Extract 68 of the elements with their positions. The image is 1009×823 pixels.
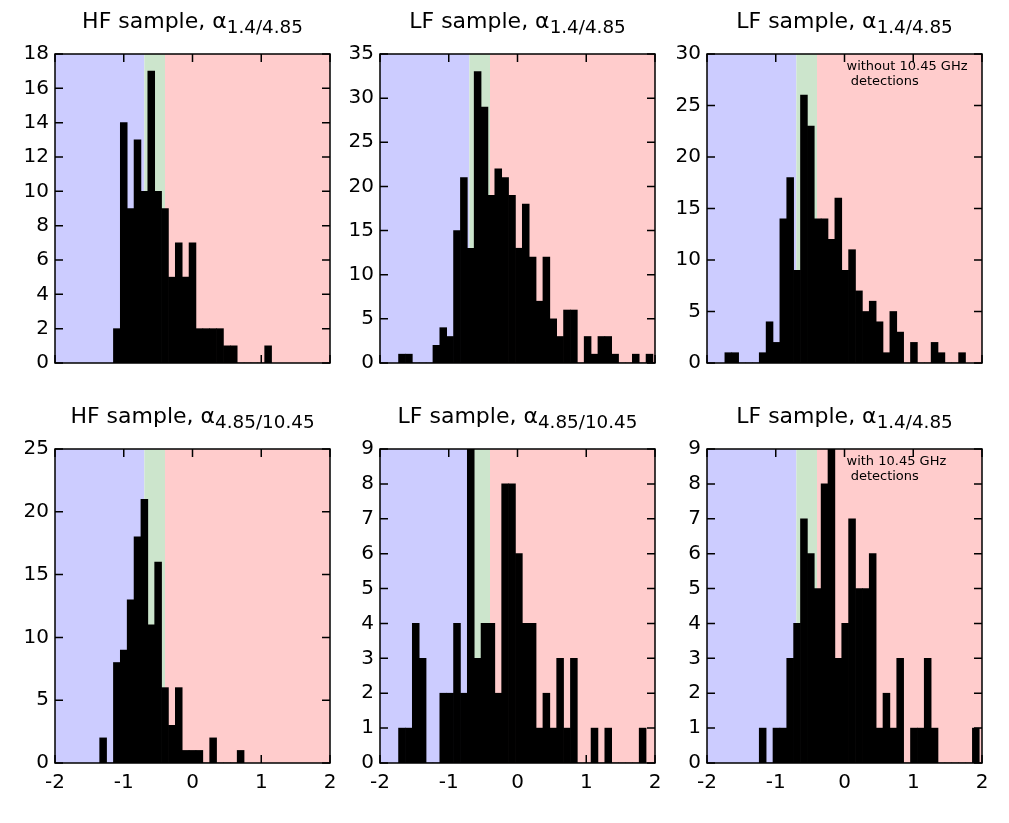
y-tick-label: 25 — [675, 91, 701, 116]
y-tick-label: 7 — [361, 504, 374, 529]
x-tick-label: 1 — [254, 769, 268, 794]
y-tick-label: 5 — [688, 297, 701, 322]
x-tick-label: 1 — [579, 769, 593, 794]
y-tick-label: 10 — [675, 246, 701, 271]
chart-title: LF sample, α$_{1.4/4.85}$ — [408, 8, 627, 38]
x-tick-label: 0 — [186, 769, 199, 794]
chart-title: LF sample, α$_{1.4/4.85}$ — [735, 8, 954, 38]
x-tick-label: -1 — [765, 769, 786, 794]
annotation: without 10.45 GHz detections — [846, 57, 968, 88]
y-tick-label: 4 — [688, 609, 701, 634]
y-tick-label: 9 — [688, 435, 701, 460]
x-tick-label: 0 — [511, 769, 524, 794]
y-tick-label: 10 — [23, 177, 49, 202]
y-tick-label: 7 — [688, 504, 701, 529]
x-tick-label: -1 — [438, 769, 459, 794]
y-tick-label: 20 — [348, 172, 374, 197]
y-tick-label: 1 — [688, 714, 701, 739]
y-tick-label: 0 — [36, 349, 49, 374]
y-tick-label: 6 — [688, 539, 701, 564]
chart-title: LF sample, α$_{1.4/4.85}$ — [735, 403, 954, 433]
chart-title: HF sample, α$_{1.4/4.85}$ — [81, 8, 304, 38]
y-tick-label: 5 — [688, 574, 701, 599]
y-tick-label: 30 — [348, 84, 374, 109]
y-tick-label: 3 — [688, 644, 701, 669]
y-tick-label: 4 — [361, 609, 374, 634]
y-tick-label: 2 — [36, 314, 49, 339]
y-tick-label: 2 — [361, 679, 374, 704]
x-tick-label: 2 — [648, 769, 662, 794]
y-tick-label: 8 — [688, 470, 701, 495]
y-tick-label: 5 — [361, 574, 374, 599]
y-tick-label: 0 — [688, 349, 701, 374]
y-tick-label: 15 — [23, 560, 49, 585]
y-tick-label: 25 — [348, 128, 374, 153]
y-tick-label: 9 — [361, 435, 374, 460]
y-tick-label: 0 — [361, 349, 374, 374]
x-tick-label: 1 — [906, 769, 920, 794]
x-tick-label: 2 — [323, 769, 337, 794]
y-tick-label: 6 — [36, 246, 49, 271]
y-tick-label: 12 — [23, 143, 49, 168]
chart-title: HF sample, α$_{4.85/10.45}$ — [69, 403, 316, 433]
chart-title: LF sample, α$_{4.85/10.45}$ — [396, 403, 639, 433]
y-tick-label: 8 — [36, 211, 49, 236]
y-tick-label: 2 — [688, 679, 701, 704]
y-tick-label: 25 — [23, 435, 49, 460]
y-tick-label: 14 — [23, 108, 49, 133]
y-tick-label: 3 — [361, 644, 374, 669]
y-tick-label: 16 — [23, 74, 49, 99]
y-tick-label: 35 — [348, 40, 374, 65]
annotation: with 10.45 GHz detections — [846, 452, 947, 483]
y-tick-label: 10 — [23, 623, 49, 648]
y-tick-label: 20 — [23, 498, 49, 522]
x-tick-label: 0 — [838, 769, 851, 794]
y-tick-label: 5 — [361, 305, 374, 330]
y-tick-label: 20 — [675, 143, 701, 168]
y-tick-label: 4 — [36, 280, 49, 305]
y-tick-label: 1 — [361, 714, 374, 739]
y-tick-label: 30 — [675, 40, 701, 65]
y-tick-label: 5 — [36, 686, 49, 711]
x-tick-label: -1 — [113, 769, 134, 794]
y-tick-label: 10 — [348, 260, 374, 285]
y-tick-label: 6 — [361, 539, 374, 564]
y-tick-label: 15 — [348, 216, 374, 241]
y-tick-label: 15 — [675, 194, 701, 219]
y-tick-label: 18 — [23, 40, 49, 65]
x-tick-label: 2 — [975, 769, 989, 794]
y-tick-label: 8 — [361, 470, 374, 495]
